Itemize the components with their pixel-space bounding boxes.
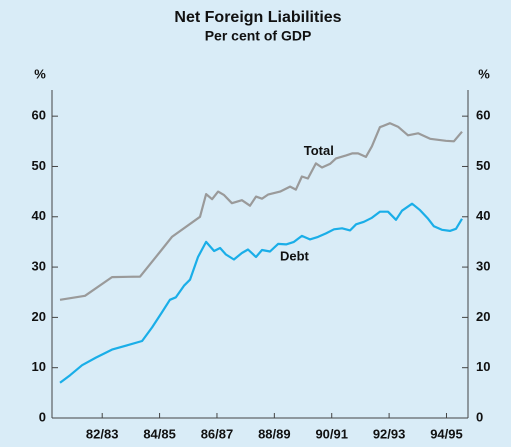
annotation: Debt — [280, 248, 310, 263]
x-tick-label: 92/93 — [373, 426, 406, 441]
chart-subtitle: Per cent of GDP — [205, 28, 312, 44]
y-tick-label: 40 — [32, 208, 46, 223]
y-tick-label: 50 — [32, 158, 46, 173]
x-tick-label: 84/85 — [143, 426, 176, 441]
y-tick-label: 20 — [32, 309, 46, 324]
x-tick-label: 86/87 — [201, 426, 234, 441]
chart-title: Net Foreign Liabilities — [174, 9, 341, 26]
y-tick-label-right: 0 — [476, 409, 483, 424]
y-tick-label-right: 60 — [476, 108, 490, 123]
y-tick-label-right: 50 — [476, 158, 490, 173]
y-unit-right: % — [478, 66, 490, 81]
x-tick-label: 94/95 — [430, 426, 463, 441]
y-tick-label: 10 — [32, 359, 46, 374]
y-tick-label-right: 30 — [476, 259, 490, 274]
line-series — [59, 122, 463, 301]
annotation: Total — [304, 143, 334, 158]
y-unit-left: % — [34, 66, 46, 81]
y-tick-label-right: 20 — [476, 309, 490, 324]
x-tick-label: 88/89 — [258, 426, 291, 441]
y-tick-label: 30 — [32, 259, 46, 274]
y-tick-label: 60 — [32, 108, 46, 123]
line-series — [59, 202, 463, 384]
x-tick-label: 90/91 — [315, 426, 348, 441]
x-tick-label: 82/83 — [86, 426, 119, 441]
y-tick-label-right: 10 — [476, 359, 490, 374]
y-tick-label-right: 40 — [476, 208, 490, 223]
y-tick-label: 0 — [39, 409, 46, 424]
